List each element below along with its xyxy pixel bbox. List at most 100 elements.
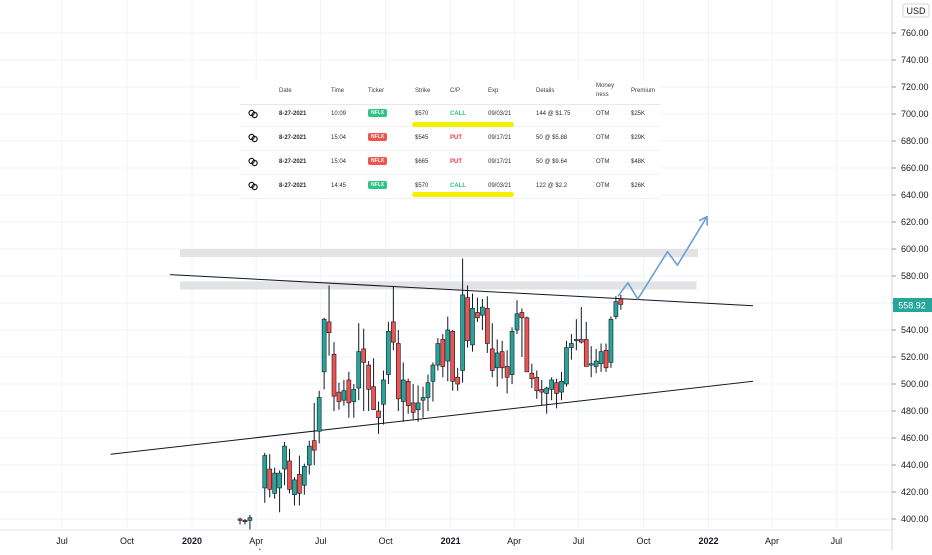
- cell-expiration: 09/17/21: [488, 135, 512, 141]
- time-axis[interactable]: Jul Oct 2020 Apr Jul Oct 2021 Apr Jul Oct 2022 Apr J…: [56, 536, 842, 546]
- candle: [262, 452, 268, 503]
- candle: [534, 370, 540, 399]
- candle: [613, 296, 619, 320]
- candle-body: [603, 349, 609, 369]
- candle-body: [410, 402, 416, 413]
- candle-body: [400, 379, 406, 402]
- trendline-lower: [110, 380, 754, 455]
- candle: [331, 342, 337, 411]
- candle-body: [326, 321, 332, 333]
- price-tick-label: 540.00: [901, 325, 929, 335]
- candle-body: [356, 351, 362, 389]
- header-time: Time: [331, 88, 345, 94]
- candle: [302, 463, 307, 495]
- cell-ticker: NFLX: [368, 109, 388, 117]
- candle-body: [386, 331, 391, 375]
- cell-expiration: 09/03/21: [488, 183, 512, 189]
- candle: [598, 343, 604, 372]
- flow-table-row[interactable]: 8-27-2021 15:04 NFLX $665 PUT 09/17/21 50 @ $9…: [240, 152, 660, 175]
- candle: [351, 384, 357, 418]
- candle: [608, 316, 614, 368]
- candle-body: [311, 440, 317, 451]
- candle: [277, 470, 282, 513]
- candle: [346, 371, 352, 418]
- header-date: Date: [279, 88, 292, 94]
- cell-moneyness: OTM: [596, 135, 610, 141]
- time-tick-label: Oct: [379, 536, 394, 546]
- currency-badge[interactable]: USD: [902, 3, 930, 18]
- candle-body: [519, 312, 525, 319]
- brand-logo-icon: [248, 109, 258, 119]
- candle-body: [588, 363, 594, 366]
- candle-body: [583, 339, 589, 367]
- flow-table-row[interactable]: 8-27-2021 10:09 NFLX $570 CALL 09/03/21 144 @ …: [240, 104, 660, 127]
- candle: [386, 321, 391, 384]
- time-tick-label: Jul: [831, 536, 843, 546]
- candle-body: [514, 313, 520, 331]
- candle-body: [321, 318, 327, 373]
- candle-body: [242, 520, 248, 522]
- flow-table-row[interactable]: 8-27-2021 15:04 NFLX $545 PUT 09/17/21 50 @ $5…: [240, 128, 660, 151]
- candle: [366, 361, 371, 411]
- cell-premium: $29K: [631, 135, 646, 141]
- candle-body: [593, 360, 599, 367]
- candle: [574, 319, 579, 351]
- candle: [306, 440, 312, 475]
- candle-body: [499, 351, 505, 369]
- cell-expiration: 09/03/21: [488, 111, 512, 117]
- projection-line: [617, 216, 708, 300]
- candle-body: [504, 366, 510, 378]
- price-tick-label: 480.00: [901, 406, 929, 416]
- candle: [583, 321, 589, 367]
- candle: [381, 370, 386, 425]
- candle-body: [247, 517, 253, 521]
- cell-time: 10:09: [331, 111, 347, 117]
- candle-body: [440, 339, 446, 367]
- ticker-badge: NFLX: [368, 157, 388, 165]
- candle-body: [524, 317, 530, 373]
- candle-body: [267, 468, 273, 490]
- flow-table-row[interactable]: 8-27-2021 14:45 NFLX $570 CALL 09/03/21 122 @ …: [240, 176, 660, 199]
- header-cp: C/P: [450, 88, 461, 94]
- candle-body: [420, 397, 426, 401]
- candle: [410, 384, 416, 420]
- resistance-zones: [179, 249, 698, 290]
- candle: [326, 285, 332, 356]
- candle-body: [574, 339, 579, 342]
- candle: [371, 358, 376, 410]
- price-tick-label: 620.00: [901, 217, 929, 227]
- candle-body: [430, 364, 436, 382]
- cell-premium: $25K: [631, 111, 646, 117]
- cell-strike: $545: [415, 135, 429, 141]
- candle-body: [494, 352, 500, 369]
- cell-date: 8-27-2021: [279, 111, 307, 117]
- candle: [569, 334, 574, 360]
- candle: [564, 340, 569, 387]
- candle-body: [361, 348, 366, 363]
- candle-body: [306, 445, 312, 466]
- candle: [440, 334, 446, 378]
- candle-body: [450, 331, 456, 382]
- candle-body: [262, 455, 268, 489]
- cell-date: 8-27-2021: [279, 159, 307, 165]
- brand-logo-icon: [248, 157, 258, 167]
- price-tick-label: 660.00: [901, 163, 929, 173]
- candle: [559, 371, 564, 401]
- options-flow-table: Date Time Ticker Strike C/P Exp Details …: [240, 80, 660, 199]
- candle: [400, 362, 406, 422]
- highlighter-mark: [412, 122, 514, 127]
- time-tick-label: Jul: [315, 536, 327, 546]
- candle-body: [366, 364, 371, 390]
- cell-call-put: PUT: [450, 135, 462, 141]
- candle-body: [277, 472, 282, 489]
- candle: [455, 367, 460, 391]
- time-tick-label: 2020: [182, 536, 202, 546]
- cell-time: 15:04: [331, 135, 347, 141]
- candle: [460, 258, 465, 383]
- cell-ticker: NFLX: [368, 133, 388, 141]
- candle-body: [391, 321, 396, 343]
- candle: [618, 294, 624, 310]
- candle: [292, 477, 297, 506]
- candle: [376, 401, 381, 434]
